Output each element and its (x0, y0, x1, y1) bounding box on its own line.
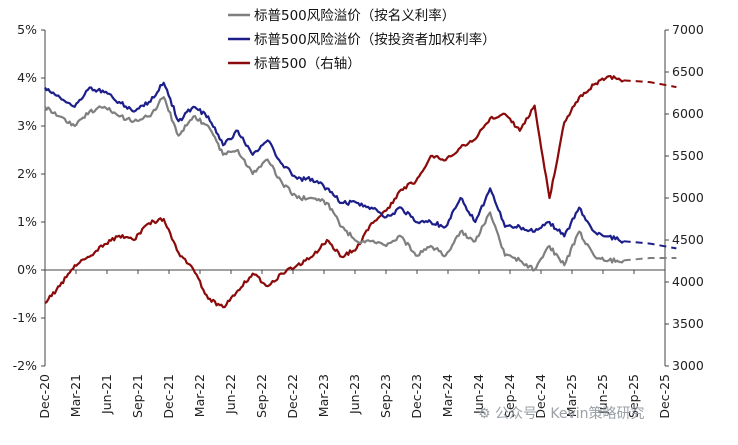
x-tick-label: Jun-25 (595, 374, 610, 415)
watermark: ⚙ 公众号 · Kevin策略研究 (478, 405, 645, 422)
x-tick-label: Mar-24 (440, 374, 455, 417)
legend-label-1: 标普500风险溢价（按投资者加权利率） (254, 31, 496, 48)
y-left-tick-label: -2% (13, 358, 37, 373)
y-left-tick-label: 2% (17, 166, 37, 181)
x-tick-label: Sep-21 (130, 374, 145, 418)
plot-area (44, 74, 677, 309)
y-right-tick-label: 3500 (672, 316, 704, 331)
y-axis-right: 7000 6500 6000 5500 5000 4500 4000 3500 3000 (664, 22, 704, 373)
legend-label-2: 标普500（右轴） (254, 56, 361, 72)
y-right-tick-label: 6000 (672, 106, 704, 121)
y-left-tick-label: -1% (13, 310, 37, 325)
series-forecast-1 (623, 240, 677, 250)
series-line-1 (44, 81, 625, 244)
x-tick-label: Jun-21 (99, 374, 114, 415)
y-right-tick-label: 3000 (672, 358, 704, 373)
x-tick-label: Dec-20 (37, 374, 52, 419)
x-tick-label: Sep-25 (626, 374, 641, 418)
y-right-tick-label: 5000 (672, 190, 704, 205)
y-left-tick-label: 5% (17, 22, 37, 37)
y-right-tick-label: 4500 (672, 232, 704, 247)
x-tick-label: Dec-22 (285, 374, 300, 419)
x-tick-label: Mar-23 (316, 374, 331, 417)
x-tick-label: Jun-24 (471, 374, 486, 415)
x-tick-label: Sep-24 (502, 374, 517, 418)
x-tick-label: Sep-23 (378, 374, 393, 418)
x-tick-label: Sep-22 (254, 374, 269, 418)
series-line-2 (44, 74, 625, 309)
x-tick-label: Mar-21 (68, 374, 83, 417)
x-tick-label: Dec-24 (533, 374, 548, 419)
x-tick-label: Mar-25 (564, 374, 579, 417)
series-forecast-2 (623, 79, 677, 89)
y-left-tick-label: 1% (17, 214, 37, 229)
x-tick-label: Jun-22 (223, 374, 238, 415)
series-line-0 (44, 96, 625, 272)
legend-label-0: 标普500风险溢价（按名义利率） (254, 7, 455, 24)
y-right-tick-label: 7000 (672, 22, 704, 37)
y-left-tick-label: 3% (17, 118, 37, 133)
y-axis-left: 5% 4% 3% 2% 1% 0% -1% -2% (13, 22, 46, 373)
legend: 标普500风险溢价（按名义利率） 标普500风险溢价（按投资者加权利率） 标普500… (228, 7, 496, 72)
y-right-tick-label: 4000 (672, 274, 704, 289)
series-forecast-0 (623, 257, 677, 262)
y-left-tick-label: 0% (17, 262, 37, 277)
x-tick-label: Dec-23 (409, 374, 424, 419)
y-right-tick-label: 5500 (672, 148, 704, 163)
x-tick-label: Dec-21 (161, 374, 176, 419)
y-right-tick-label: 6500 (672, 64, 704, 79)
x-axis: Dec-20 Mar-21 Jun-21 Sep-21 Dec-21 Mar-22 Jun-… (37, 269, 672, 419)
x-tick-label: Jun-23 (347, 374, 362, 415)
y-left-tick-label: 4% (17, 70, 37, 85)
x-tick-label: Dec-25 (657, 374, 672, 419)
x-tick-label: Mar-22 (192, 374, 207, 417)
